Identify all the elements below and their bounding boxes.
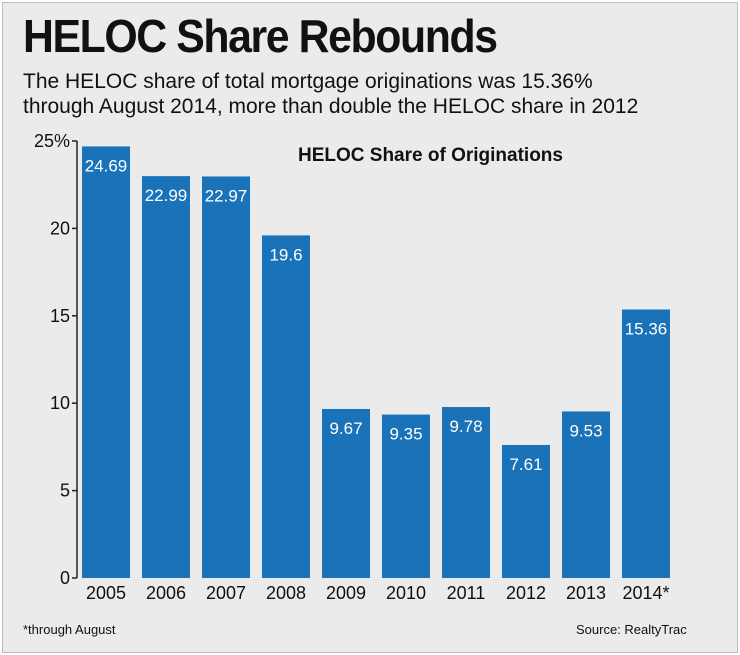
y-tick-label: 0: [60, 568, 70, 588]
bar-2013: [562, 411, 610, 578]
x-tick-label: 2014*: [622, 583, 669, 603]
subtitle: The HELOC share of total mortgage origin…: [23, 69, 638, 119]
bar-2006: [142, 176, 190, 578]
y-tick-label: 15: [50, 306, 70, 326]
source-credit: Source: RealtyTrac: [576, 622, 687, 637]
bar-value-label: 24.69: [85, 156, 128, 175]
x-tick-label: 2012: [506, 583, 546, 603]
bar-2014*: [622, 309, 670, 578]
x-tick-label: 2006: [146, 583, 186, 603]
subtitle-line-2: through August 2014, more than double th…: [23, 95, 639, 118]
chart-title: HELOC Share of Originations: [298, 145, 563, 166]
bar-value-label: 22.99: [145, 186, 188, 205]
x-tick-label: 2009: [326, 583, 366, 603]
y-tick-label: 20: [50, 218, 70, 238]
x-tick-label: 2010: [386, 583, 426, 603]
bar-2010: [382, 414, 430, 578]
y-tick-label: 5: [60, 481, 70, 501]
y-tick-label: 10: [50, 393, 70, 413]
bar-2008: [262, 235, 310, 578]
x-tick-label: 2013: [566, 583, 606, 603]
bar-2009: [322, 408, 370, 578]
y-tick-label: 25%: [34, 131, 70, 151]
bar-value-label: 7.61: [509, 455, 542, 474]
bar-value-label: 9.78: [449, 417, 482, 436]
bar-value-label: 15.36: [625, 320, 668, 339]
x-tick-label: 2008: [266, 583, 306, 603]
bar-value-label: 19.6: [269, 245, 302, 264]
bar-2012: [502, 444, 550, 578]
bar-chart: 24.69 22.99 22.97 19.6 9.67 9.35 9.78 7.61 9.53 1…: [34, 131, 670, 603]
bar-2007: [202, 176, 250, 578]
x-tick-label: 2007: [206, 583, 246, 603]
bar-value-label: 9.67: [329, 419, 362, 438]
footnote: *through August: [23, 622, 116, 637]
x-tick-label: 2005: [86, 583, 126, 603]
bar-value-label: 9.53: [569, 421, 602, 440]
page-title: HELOC Share Rebounds: [23, 10, 498, 62]
bar-2011: [442, 407, 490, 578]
subtitle-line-1: The HELOC share of total mortgage origin…: [23, 70, 593, 93]
bar-value-label: 9.35: [389, 425, 422, 444]
bar-value-label: 22.97: [205, 186, 248, 205]
x-tick-label: 2011: [447, 583, 486, 603]
bar-2005: [82, 146, 130, 578]
